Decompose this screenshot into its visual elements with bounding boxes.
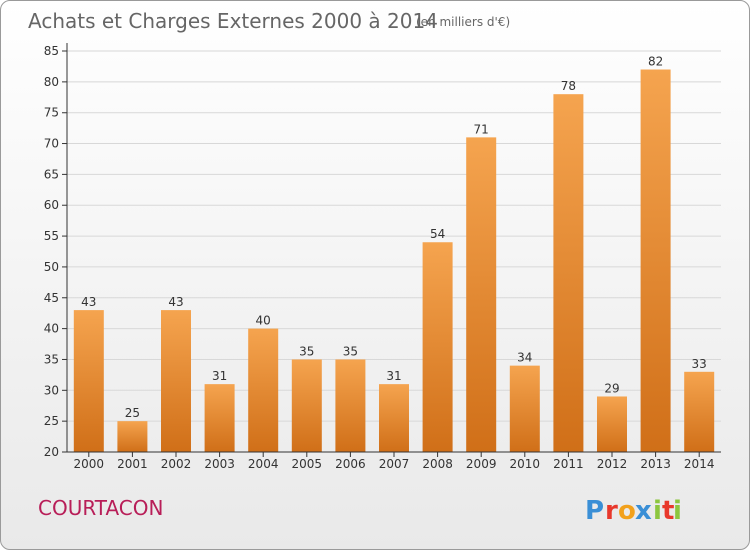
- data-label: 40: [256, 314, 271, 328]
- chart-title: Achats et Charges Externes 2000 à 2014: [28, 9, 438, 33]
- y-tick-label: 75: [44, 106, 59, 120]
- x-tick-label: 2000: [74, 457, 105, 471]
- data-label: 33: [692, 357, 707, 371]
- x-tick-label: 2007: [379, 457, 410, 471]
- x-tick-label: 2005: [292, 457, 323, 471]
- y-tick-label: 70: [44, 137, 59, 151]
- y-tick-label: 25: [44, 414, 59, 428]
- data-label: 31: [386, 369, 401, 383]
- bar: [553, 94, 584, 452]
- bar: [248, 328, 279, 452]
- data-label: 29: [604, 381, 619, 395]
- data-label: 78: [561, 79, 576, 93]
- x-tick-label: 2008: [422, 457, 453, 471]
- x-tick-label: 2002: [161, 457, 192, 471]
- logo-letter: i: [653, 496, 662, 526]
- bars: [73, 69, 715, 452]
- bar: [379, 384, 409, 452]
- x-tick-label: 2009: [466, 457, 497, 471]
- bar: [73, 310, 104, 452]
- y-tick-label: 55: [44, 229, 59, 243]
- x-tick-label: 2001: [117, 457, 148, 471]
- logo-letter: o: [618, 496, 636, 526]
- data-label: 35: [299, 344, 314, 358]
- y-tick-label: 65: [44, 167, 59, 181]
- y-tick-label: 45: [44, 291, 59, 305]
- x-tick-label: 2006: [335, 457, 366, 471]
- data-label: 43: [81, 295, 96, 309]
- y-tick-label: 30: [44, 383, 59, 397]
- data-label: 25: [125, 406, 140, 420]
- data-label: 71: [474, 122, 489, 136]
- logo-letter: r: [605, 496, 618, 526]
- y-tick-label: 50: [44, 260, 59, 274]
- bar: [466, 137, 497, 452]
- bar: [422, 242, 453, 452]
- bar: [291, 359, 322, 452]
- x-tick-label: 2014: [684, 457, 715, 471]
- y-tick-label: 60: [44, 198, 59, 212]
- bar: [509, 365, 540, 452]
- x-tick-label: 2010: [510, 457, 541, 471]
- x-tick-label: 2004: [248, 457, 279, 471]
- bar: [640, 69, 671, 452]
- axes: [62, 43, 721, 457]
- place-name: COURTACON: [38, 496, 163, 520]
- x-tick-label: 2011: [553, 457, 584, 471]
- bar: [684, 371, 715, 452]
- x-tick-label: 2013: [640, 457, 671, 471]
- bar: [335, 359, 366, 452]
- logo-letter: t: [662, 496, 674, 526]
- x-tick-label: 2012: [597, 457, 628, 471]
- logo-letter: i: [673, 496, 682, 526]
- bar: [204, 384, 235, 452]
- bar: [597, 396, 627, 452]
- data-label: 43: [168, 295, 183, 309]
- chart-unit-note: (en milliers d'€): [416, 15, 510, 29]
- data-label: 31: [212, 369, 227, 383]
- y-tick-label: 80: [44, 75, 59, 89]
- y-tick-label: 35: [44, 352, 59, 366]
- data-label: 82: [648, 55, 663, 69]
- data-label: 35: [343, 344, 358, 358]
- data-label: 54: [430, 227, 445, 241]
- logo-letter: x: [635, 496, 652, 526]
- y-tick-label: 40: [44, 322, 59, 336]
- bar: [117, 421, 148, 452]
- y-tick-label: 85: [44, 44, 59, 58]
- bar: [161, 310, 191, 452]
- x-tick-label: 2003: [204, 457, 235, 471]
- data-label: 34: [517, 351, 532, 365]
- logo-letter: P: [585, 496, 604, 526]
- labels: 20 25 30 35 40 45 50 55 60 65 70 75 80 85 43 2000 25 2001…: [44, 44, 715, 471]
- y-tick-label: 20: [44, 445, 59, 459]
